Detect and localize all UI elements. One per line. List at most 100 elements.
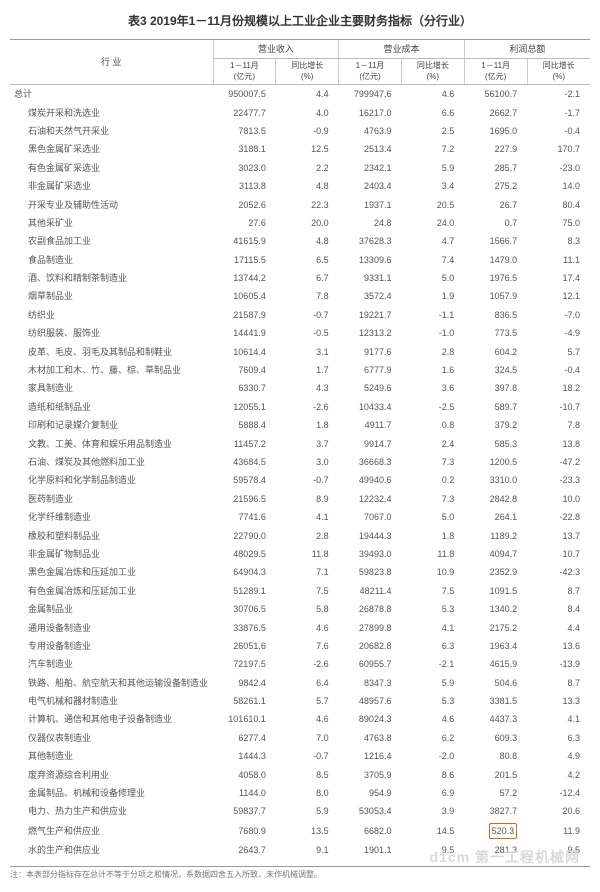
th-sub: 1－11月(亿元): [339, 59, 402, 85]
value-cell: 5.0: [401, 508, 464, 526]
value-cell: -0.9: [276, 122, 339, 140]
value-cell: 836.5: [464, 306, 527, 324]
value-cell: 8.5: [276, 766, 339, 784]
value-cell: 8.9: [276, 490, 339, 508]
value-cell: 57.2: [464, 784, 527, 802]
industry-cell: 其他制造业: [10, 747, 213, 765]
value-cell: 6.2: [401, 729, 464, 747]
industry-cell: 石油、煤炭及其他燃料加工业: [10, 453, 213, 471]
value-cell: 1057.9: [464, 287, 527, 305]
industry-cell: 电气机械和器材制造业: [10, 692, 213, 710]
value-cell: 12.5: [276, 140, 339, 158]
table-row: 废弃资源综合利用业4058.08.53705.98.6201.54.2: [10, 766, 590, 784]
value-cell: 10605.4: [213, 287, 276, 305]
value-cell: 9.1: [276, 841, 339, 859]
value-cell: 80.4: [527, 196, 590, 214]
table-row: 农副食品加工业41615.94.837628.34.71566.78.3: [10, 232, 590, 250]
table-row: 造纸和纸制品业12055.1-2.610433.4-2.5589.7-10.7: [10, 398, 590, 416]
table-row: 燃气生产和供应业7680.913.56682.014.5520.311.9: [10, 821, 590, 841]
table-title: 表3 2019年1－11月份规模以上工业企业主要财务指标（分行业）: [10, 12, 590, 29]
industry-cell: 计算机、通信和其他电子设备制造业: [10, 710, 213, 728]
value-cell: 5.9: [401, 674, 464, 692]
value-cell: 5.8: [276, 600, 339, 618]
value-cell: 2403.4: [339, 177, 402, 195]
industry-cell: 纺织服装、服饰业: [10, 324, 213, 342]
value-cell: -13.9: [527, 655, 590, 673]
value-cell: -1.7: [527, 104, 590, 122]
industry-cell: 皮革、毛皮、羽毛及其制品和制鞋业: [10, 343, 213, 361]
value-cell: 26051.6: [213, 637, 276, 655]
industry-cell: 水的生产和供应业: [10, 841, 213, 859]
industry-cell: 其他采矿业: [10, 214, 213, 232]
value-cell: 39493.0: [339, 545, 402, 563]
value-cell: 9331.1: [339, 269, 402, 287]
value-cell: 2.5: [401, 122, 464, 140]
value-cell: 264.1: [464, 508, 527, 526]
industry-cell: 金属制品业: [10, 600, 213, 618]
value-cell: 1091.5: [464, 582, 527, 600]
value-cell: 43684.5: [213, 453, 276, 471]
value-cell: 589.7: [464, 398, 527, 416]
value-cell: 49940.6: [339, 471, 402, 489]
table-row: 食品制造业17115.56.513309.67.41479.011.1: [10, 251, 590, 269]
value-cell: -1.0: [401, 324, 464, 342]
industry-cell: 家具制造业: [10, 379, 213, 397]
value-cell: 59837.7: [213, 802, 276, 820]
value-cell: -2.1: [527, 85, 590, 104]
value-cell: 201.5: [464, 766, 527, 784]
industry-cell: 化学纤维制造业: [10, 508, 213, 526]
value-cell: 19444.3: [339, 527, 402, 545]
value-cell: 10614.4: [213, 343, 276, 361]
value-cell: 1695.0: [464, 122, 527, 140]
value-cell: -12.4: [527, 784, 590, 802]
value-cell: 1901.1: [339, 841, 402, 859]
value-cell: 6277.4: [213, 729, 276, 747]
industry-cell: 黑色金属冶炼和压延加工业: [10, 563, 213, 581]
value-cell: 7.8: [527, 416, 590, 434]
value-cell: 324.5: [464, 361, 527, 379]
value-cell: -10.7: [527, 398, 590, 416]
value-cell: 1566.7: [464, 232, 527, 250]
value-cell: 1963.4: [464, 637, 527, 655]
value-cell: 7.3: [401, 490, 464, 508]
value-cell: 4.1: [276, 508, 339, 526]
industry-cell: 黑色金属矿采选业: [10, 140, 213, 158]
value-cell: 504.6: [464, 674, 527, 692]
industry-cell: 燃气生产和供应业: [10, 821, 213, 841]
table-row: 电气机械和器材制造业58261.15.748957.65.33381.513.3: [10, 692, 590, 710]
th-industry: 行 业: [10, 40, 213, 85]
value-cell: 4.8: [276, 177, 339, 195]
table-row: 纺织业21587.9-0.719221.7-1.1836.5-7.0: [10, 306, 590, 324]
value-cell: 2175.2: [464, 619, 527, 637]
value-cell: 799947.6: [339, 85, 402, 104]
value-cell: 8.0: [276, 784, 339, 802]
value-cell: 33876.5: [213, 619, 276, 637]
value-cell: 7.3: [401, 453, 464, 471]
value-cell: 1.9: [401, 287, 464, 305]
value-cell: 8.3: [527, 232, 590, 250]
value-cell: 0.2: [401, 471, 464, 489]
table-row: 有色金属冶炼和压延加工业51289.17.548211.47.51091.58.…: [10, 582, 590, 600]
value-cell: 7680.9: [213, 821, 276, 841]
industry-cell: 仪器仪表制造业: [10, 729, 213, 747]
value-cell: 101610.1: [213, 710, 276, 728]
industry-cell: 木材加工和木、竹、藤、棕、草制品业: [10, 361, 213, 379]
value-cell: 1.7: [276, 361, 339, 379]
industry-cell: 有色金属冶炼和压延加工业: [10, 582, 213, 600]
value-cell: 20.5: [401, 196, 464, 214]
value-cell: 10.0: [527, 490, 590, 508]
table-row: 金属制品业30706.55.826878.85.31340.28.4: [10, 600, 590, 618]
value-cell: 4058.0: [213, 766, 276, 784]
table-row: 金属制品、机械和设备修理业1144.08.0954.96.957.2-12.4: [10, 784, 590, 802]
value-cell: 26878.8: [339, 600, 402, 618]
value-cell: 6.7: [276, 269, 339, 287]
table-row: 电力、热力生产和供应业59837.75.953053.43.93827.720.…: [10, 802, 590, 820]
total-row: 总计950007.54.4799947.64.656100.7-2.1: [10, 85, 590, 104]
value-cell: 14441.9: [213, 324, 276, 342]
industry-cell: 汽车制造业: [10, 655, 213, 673]
value-cell: 4.7: [401, 232, 464, 250]
value-cell: 2052.6: [213, 196, 276, 214]
value-cell: 6.4: [276, 674, 339, 692]
value-cell: 4.1: [401, 619, 464, 637]
value-cell: 2513.4: [339, 140, 402, 158]
